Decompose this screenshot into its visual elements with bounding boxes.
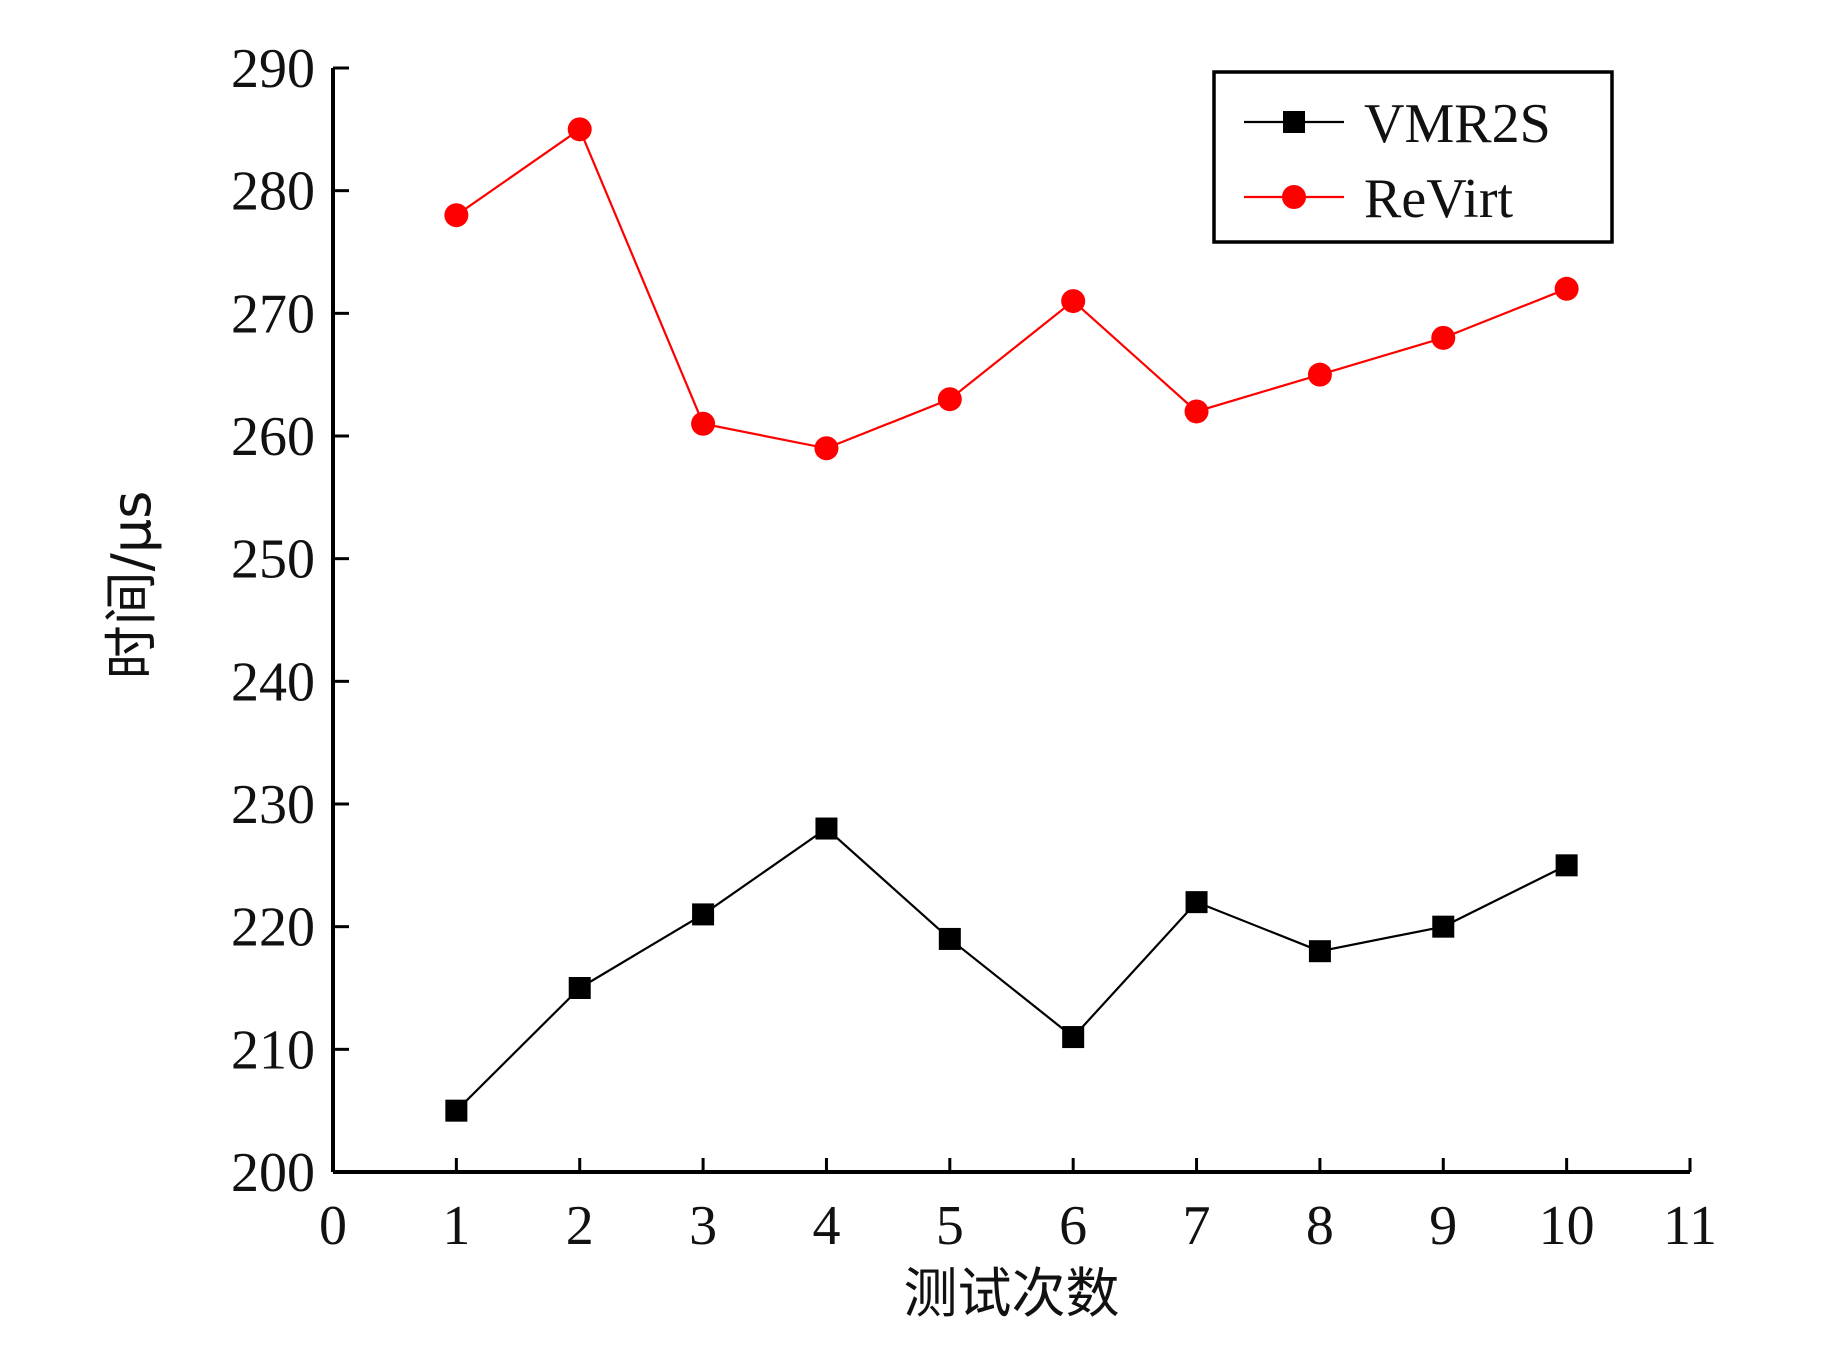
data-point-vmr2s — [568, 977, 591, 999]
legend-label-revirt: ReVirt — [1364, 168, 1513, 230]
y-tick-label: 250 — [231, 529, 315, 591]
x-tick-label: 9 — [1429, 1195, 1457, 1257]
x-tick-label: 3 — [689, 1195, 717, 1257]
data-point-vmr2s — [1185, 891, 1208, 914]
y-tick-label: 230 — [231, 774, 315, 836]
data-point-revirt — [567, 117, 592, 142]
legend: VMR2S ReVirt — [1212, 70, 1614, 244]
data-point-revirt — [814, 436, 839, 461]
x-tick-label: 5 — [936, 1195, 964, 1257]
y-tick-label: 260 — [231, 406, 315, 468]
data-point-vmr2s — [815, 817, 838, 840]
data-point-vmr2s — [1432, 915, 1455, 938]
data-point-vmr2s — [1308, 940, 1331, 963]
x-tick-label: 8 — [1306, 1195, 1334, 1257]
x-tick-label: 4 — [812, 1195, 840, 1257]
x-tick-label: 2 — [566, 1195, 594, 1257]
data-point-revirt — [1061, 289, 1086, 314]
data-point-revirt — [1431, 325, 1456, 350]
data-point-vmr2s — [445, 1099, 468, 1122]
data-point-vmr2s — [692, 903, 715, 926]
y-tick-label: 290 — [231, 38, 315, 100]
data-point-vmr2s — [938, 927, 961, 950]
data-point-revirt — [444, 203, 469, 228]
legend-box — [1212, 70, 1614, 244]
data-point-vmr2s — [1062, 1026, 1085, 1049]
axes — [331, 68, 1690, 1174]
y-tick-label: 200 — [231, 1142, 315, 1204]
y-tick-label: 240 — [231, 651, 315, 713]
data-point-revirt — [937, 387, 962, 412]
legend-marker-revirt — [1282, 185, 1306, 209]
y-tick-label: 270 — [231, 283, 315, 345]
data-point-revirt — [1307, 362, 1332, 387]
legend-label-vmr2s: VMR2S — [1364, 93, 1551, 155]
x-tick-label: 1 — [442, 1195, 470, 1257]
y-axis-title: 时间/μs — [100, 491, 163, 680]
y-tick-label: 220 — [231, 897, 315, 959]
series-line-vmr2s — [455, 827, 1568, 1112]
x-tick-label: 6 — [1059, 1195, 1087, 1257]
x-axis-title: 测试次数 — [904, 1262, 1120, 1325]
series-layer — [444, 117, 1579, 1122]
y-tick-label: 210 — [231, 1019, 315, 1081]
y-axis-ticks: 200 210 220 230 240 250 260 270 280 290 — [231, 38, 349, 1204]
legend-marker-vmr2s — [1283, 111, 1305, 133]
data-point-revirt — [1184, 399, 1209, 424]
data-point-revirt — [1554, 276, 1579, 301]
x-tick-label: 10 — [1539, 1195, 1595, 1257]
x-tick-label: 11 — [1663, 1195, 1717, 1257]
x-tick-label: 0 — [319, 1195, 347, 1257]
series-line-revirt — [455, 127, 1568, 450]
y-tick-label: 280 — [231, 161, 315, 223]
x-tick-label: 7 — [1183, 1195, 1211, 1257]
data-point-revirt — [691, 411, 716, 436]
data-point-vmr2s — [1555, 854, 1578, 877]
x-axis-ticks: 0 1 2 3 4 5 6 7 8 9 10 11 — [319, 1158, 1717, 1257]
